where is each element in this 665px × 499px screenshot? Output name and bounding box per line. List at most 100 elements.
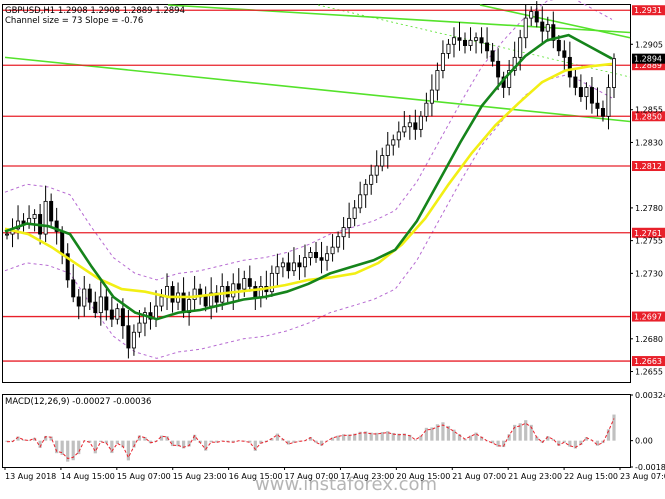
candle-body-22 <box>126 325 131 349</box>
macd-bar-89 <box>496 440 500 447</box>
candle-body-0 <box>5 233 10 236</box>
candle-body-87 <box>485 42 490 52</box>
macd-bar-36 <box>204 440 208 451</box>
candle-body-105 <box>584 87 589 98</box>
macd-bar-17 <box>99 440 103 442</box>
macd-signal-path <box>6 418 615 460</box>
candle-body-28 <box>159 296 164 307</box>
candle-body-15 <box>87 288 92 303</box>
macd-bar-67 <box>375 432 379 441</box>
macd-bar-77 <box>430 427 434 441</box>
macd-bar-29 <box>165 436 169 441</box>
candle-body-10 <box>60 231 65 255</box>
candle-body-104 <box>578 87 583 98</box>
candle-body-89 <box>496 60 501 78</box>
x-tick-label-8: 21 Aug 07:00 <box>452 472 506 481</box>
candle-body-43 <box>242 278 247 290</box>
macd-bar-45 <box>253 440 257 451</box>
candle-body-7 <box>43 200 48 235</box>
macd-bar-38 <box>215 440 219 443</box>
candle-body-63 <box>352 207 357 219</box>
macd-bar-102 <box>568 440 572 447</box>
candle-body-109 <box>606 87 611 117</box>
macd-bar-5 <box>32 437 37 441</box>
candle-body-74 <box>413 122 418 130</box>
macd-bar-18 <box>104 440 108 444</box>
macd-bar-11 <box>66 440 70 462</box>
candle-body-50 <box>280 262 285 268</box>
macd-bar-80 <box>446 425 451 441</box>
ema-slow-line <box>4 62 613 299</box>
level-tag-5 <box>632 311 665 322</box>
macd-bar-100 <box>557 440 561 446</box>
candle-body-85 <box>474 37 479 41</box>
macd-bar-95 <box>529 424 533 441</box>
watermark: www.instaforex.com <box>255 474 437 495</box>
macd-bar-85 <box>474 432 478 441</box>
candle-body-5 <box>32 214 37 219</box>
level-tag-3 <box>632 161 665 172</box>
candle-body-93 <box>518 37 523 58</box>
x-tick-label-1: 14 Aug 15:00 <box>61 472 115 481</box>
macd-bar-4 <box>27 440 31 441</box>
candle-body-82 <box>457 37 462 41</box>
candle-body-14 <box>82 288 87 307</box>
time-axis: 13 Aug 2018 14 Aug 15:00 15 Aug 07:00 15 Au… <box>4 467 665 481</box>
candle-body-27 <box>153 305 158 320</box>
macd-bar-74 <box>413 439 417 441</box>
candle-body-94 <box>523 17 528 39</box>
candle-body-71 <box>396 131 401 141</box>
macd-bar-76 <box>424 427 428 441</box>
candlesticks <box>5 1 617 359</box>
chart-header-symbol: GBPUSD,H1 1.2908 1.2908 1.2889 1.2894 <box>5 6 185 16</box>
level-tag-4 <box>632 227 665 238</box>
x-tick-label-11: 23 Aug 07:00 <box>620 472 665 481</box>
macd-bar-31 <box>176 440 180 447</box>
macd-bar-20 <box>115 440 119 444</box>
macd-bar-9 <box>55 440 59 454</box>
macd-bar-90 <box>502 440 506 448</box>
candle-body-30 <box>170 286 175 303</box>
candle-body-70 <box>391 139 396 146</box>
macd-bar-109 <box>606 429 611 441</box>
macd-tick-label-1: 0.00 <box>635 437 653 446</box>
macd-bar-51 <box>286 440 291 445</box>
candle-body-86 <box>479 37 484 44</box>
macd-bar-16 <box>93 440 97 454</box>
candle-body-67 <box>374 165 379 176</box>
macd-tick-label-2: -0.00187 <box>635 463 665 472</box>
ema-fast-line <box>4 33 613 321</box>
macd-bar-60 <box>336 435 340 441</box>
level-tag-0 <box>632 5 665 16</box>
macd-bar-103 <box>573 440 577 449</box>
candle-body-60 <box>336 236 341 248</box>
macd-bar-15 <box>88 440 92 443</box>
candle-body-99 <box>551 24 556 41</box>
macd-bar-68 <box>380 431 384 441</box>
envelope-lower <box>4 73 613 359</box>
candle-body-98 <box>545 24 550 32</box>
candle-body-84 <box>468 39 473 46</box>
macd-bar-34 <box>193 434 197 441</box>
candle-body-36 <box>203 296 208 307</box>
price-axis: 1.2655 1.2680 1.2730 1.2755 1.2780 1.2830 1.28… <box>630 40 665 377</box>
macd-bar-88 <box>491 440 495 444</box>
candle-body-91 <box>507 70 512 88</box>
y-tick-label-0: 1.2655 <box>635 368 663 377</box>
level-tag-text-4: 1.2761 <box>634 229 662 238</box>
candle-body-69 <box>385 144 390 156</box>
candle-body-97 <box>540 21 545 32</box>
candle-body-13 <box>76 296 81 307</box>
macd-bar-19 <box>110 440 114 454</box>
candle-body-78 <box>435 70 440 91</box>
x-tick-label-3: 15 Aug 23:00 <box>173 472 227 481</box>
macd-bar-86 <box>479 436 484 441</box>
macd-bar-8 <box>49 436 53 441</box>
macd-bar-82 <box>457 434 462 441</box>
macd-bar-13 <box>77 440 81 455</box>
x-tick-label-0: 13 Aug 2018 <box>5 472 56 481</box>
candle-body-110 <box>612 58 617 88</box>
macd-bar-83 <box>463 438 467 441</box>
level-tag-text-3: 1.2812 <box>634 162 662 171</box>
candle-body-16 <box>93 301 98 314</box>
